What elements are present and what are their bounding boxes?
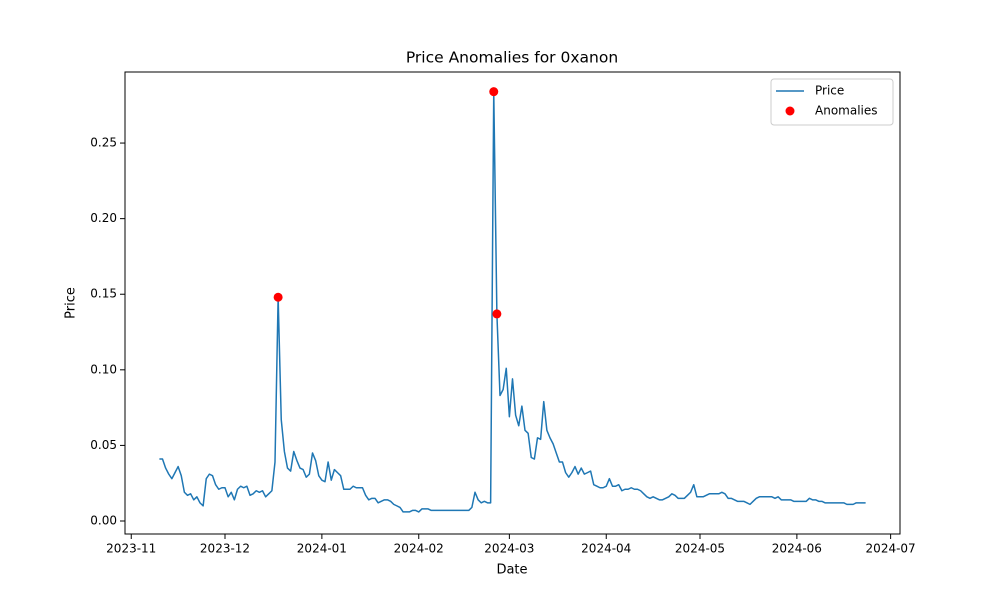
y-tick-label: 0.10 bbox=[90, 362, 117, 376]
anomaly-point bbox=[492, 309, 502, 319]
legend-marker bbox=[785, 106, 795, 116]
y-axis-label: Price bbox=[64, 287, 79, 319]
x-axis-label: Date bbox=[496, 563, 527, 578]
legend-label: Anomalies bbox=[815, 104, 878, 118]
price-line bbox=[159, 90, 866, 513]
x-tick-label: 2024-06 bbox=[772, 542, 822, 556]
x-tick-label: 2024-05 bbox=[675, 542, 725, 556]
anomaly-point bbox=[273, 292, 283, 302]
x-tick-label: 2024-04 bbox=[581, 542, 631, 556]
anomaly-point bbox=[489, 87, 499, 97]
plot-frame bbox=[124, 71, 901, 535]
y-tick-label: 0.00 bbox=[90, 513, 117, 527]
chart-title: Price Anomalies for 0xanon bbox=[406, 49, 618, 67]
y-tick-label: 0.05 bbox=[90, 438, 117, 452]
x-tick-label: 2023-11 bbox=[106, 542, 156, 556]
x-tick-label: 2024-01 bbox=[297, 542, 347, 556]
y-tick-label: 0.15 bbox=[90, 287, 117, 301]
y-tick-label: 0.20 bbox=[90, 211, 117, 225]
x-tick-label: 2023-12 bbox=[200, 542, 250, 556]
x-tick-label: 2024-02 bbox=[394, 542, 444, 556]
x-tick-label: 2024-07 bbox=[866, 542, 916, 556]
legend-label: Price bbox=[815, 84, 844, 98]
y-tick-label: 0.25 bbox=[90, 136, 117, 150]
x-tick-label: 2024-03 bbox=[484, 542, 534, 556]
